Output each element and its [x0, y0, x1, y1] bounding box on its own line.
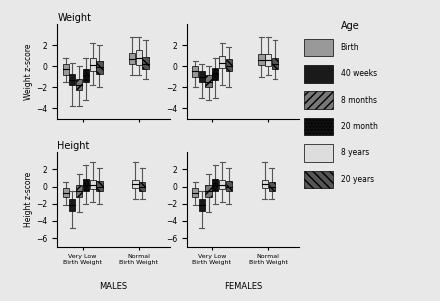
- Bar: [70, 200, 76, 211]
- Text: 20 month: 20 month: [341, 122, 378, 131]
- Bar: [205, 185, 212, 197]
- Text: Age: Age: [341, 21, 359, 31]
- Bar: [129, 52, 135, 64]
- FancyBboxPatch shape: [304, 39, 333, 56]
- Bar: [192, 188, 198, 197]
- Bar: [212, 179, 218, 191]
- Bar: [76, 185, 82, 197]
- FancyBboxPatch shape: [304, 144, 333, 162]
- Text: Birth: Birth: [341, 43, 359, 52]
- Bar: [219, 180, 225, 189]
- Bar: [272, 58, 278, 69]
- Bar: [76, 79, 82, 90]
- Bar: [268, 182, 275, 191]
- Text: Weight: Weight: [57, 13, 91, 23]
- Text: 8 years: 8 years: [341, 148, 369, 157]
- Bar: [199, 71, 205, 82]
- Bar: [205, 75, 212, 87]
- Bar: [258, 54, 264, 65]
- Bar: [90, 180, 96, 189]
- Bar: [199, 200, 205, 211]
- Bar: [219, 56, 225, 68]
- Bar: [70, 73, 76, 85]
- FancyBboxPatch shape: [304, 92, 333, 109]
- Text: 8 months: 8 months: [341, 96, 377, 105]
- FancyBboxPatch shape: [304, 118, 333, 135]
- Bar: [226, 59, 232, 71]
- Bar: [192, 66, 198, 77]
- Bar: [62, 188, 69, 197]
- Bar: [83, 69, 89, 82]
- Y-axis label: Weight z-score: Weight z-score: [25, 43, 33, 100]
- FancyBboxPatch shape: [304, 65, 333, 82]
- Bar: [226, 181, 232, 191]
- Text: Height: Height: [57, 141, 90, 151]
- Bar: [265, 54, 271, 66]
- Bar: [143, 57, 149, 69]
- Y-axis label: Height z-score: Height z-score: [25, 172, 33, 227]
- Bar: [90, 58, 96, 71]
- Bar: [96, 181, 103, 191]
- Bar: [136, 50, 142, 65]
- Bar: [132, 180, 139, 188]
- Bar: [262, 180, 268, 188]
- X-axis label: FEMALES: FEMALES: [224, 282, 262, 291]
- FancyBboxPatch shape: [304, 171, 333, 188]
- X-axis label: MALES: MALES: [99, 282, 128, 291]
- Bar: [96, 61, 103, 73]
- Bar: [139, 182, 145, 191]
- Bar: [83, 179, 89, 191]
- Text: 20 years: 20 years: [341, 175, 374, 184]
- Bar: [62, 64, 69, 75]
- Bar: [212, 68, 218, 80]
- Text: 40 weeks: 40 weeks: [341, 69, 377, 78]
